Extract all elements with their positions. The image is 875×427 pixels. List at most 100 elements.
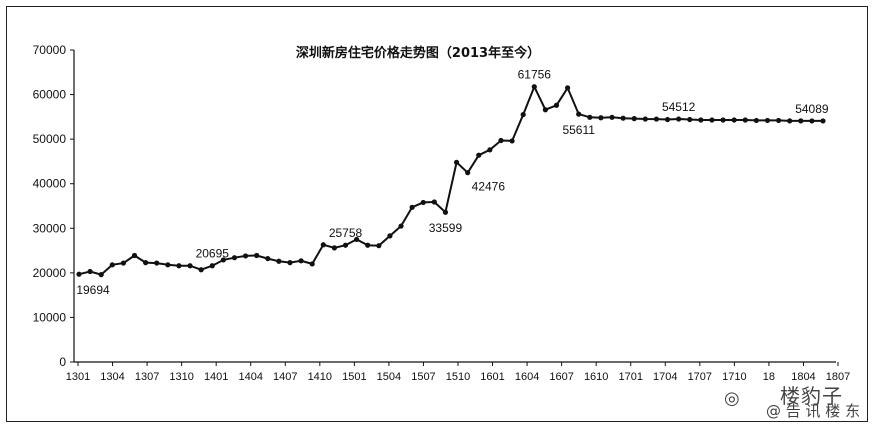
chart-title: 深圳新房住宅价格走势图（2013年至今） xyxy=(296,45,540,61)
y-axis-ticks: 0 10000 20000 30000 40000 50000 60000 70000 xyxy=(33,43,74,369)
data-point xyxy=(465,170,471,176)
data-label: 55611 xyxy=(562,123,595,137)
data-point xyxy=(76,271,82,277)
data-point xyxy=(520,112,526,118)
data-point xyxy=(165,262,171,268)
data-point xyxy=(809,118,815,124)
data-point xyxy=(564,85,571,91)
data-point xyxy=(798,118,804,124)
x-tick-label: 1701 xyxy=(618,371,642,383)
x-tick-label: 1404 xyxy=(238,371,262,383)
x-tick-label: 1501 xyxy=(342,371,366,383)
data-point xyxy=(609,114,615,120)
x-tick-label: 1601 xyxy=(480,371,504,383)
x-tick-label: 1607 xyxy=(549,371,573,383)
data-point xyxy=(342,242,349,248)
data-point xyxy=(120,260,127,266)
y-tick-label: 30000 xyxy=(33,221,67,235)
data-point xyxy=(409,204,415,210)
data-label: 25758 xyxy=(329,226,363,240)
y-tick-label: 40000 xyxy=(33,177,67,191)
x-tick-label: 1407 xyxy=(273,371,297,383)
x-axis-ticks: 1301 1304 1307 1310 1401 1404 1407 1410 1501 1504… xyxy=(66,362,850,383)
y-tick-label: 20000 xyxy=(33,266,67,280)
y-tick-label: 70000 xyxy=(33,43,67,57)
y-tick-label: 10000 xyxy=(33,310,67,324)
data-point xyxy=(764,117,771,124)
data-point xyxy=(542,107,548,113)
data-point xyxy=(87,268,93,275)
data-point xyxy=(775,117,782,124)
data-label: 33599 xyxy=(429,221,463,235)
data-point xyxy=(587,114,593,120)
data-point xyxy=(309,261,315,267)
x-tick-label: 1401 xyxy=(204,371,228,383)
x-tick-label: 1710 xyxy=(722,371,746,383)
data-point xyxy=(154,260,160,266)
x-tick-label: 1304 xyxy=(100,371,124,383)
data-point xyxy=(143,260,149,266)
x-tick-label: 1704 xyxy=(653,371,677,383)
y-tick-label: 60000 xyxy=(33,88,67,102)
data-point xyxy=(720,117,726,123)
data-point xyxy=(298,258,304,264)
data-point xyxy=(698,117,704,123)
x-tick-label: 1507 xyxy=(411,371,435,383)
data-point xyxy=(753,117,759,124)
data-point xyxy=(231,255,238,261)
x-tick-label: 1310 xyxy=(169,371,193,383)
data-point xyxy=(420,199,426,206)
data-point xyxy=(242,253,249,259)
axes xyxy=(73,50,836,363)
data-point xyxy=(265,255,271,262)
x-tick-label: 1307 xyxy=(135,371,159,383)
x-tick-label: 1504 xyxy=(377,371,401,383)
data-point xyxy=(509,138,515,144)
data-label: 20695 xyxy=(196,247,230,261)
watermark-line2: @ 告 讯 楼 东 xyxy=(766,402,861,420)
data-point xyxy=(787,118,793,124)
x-tick-label: 1610 xyxy=(584,371,608,383)
data-point xyxy=(453,159,460,165)
data-point xyxy=(109,262,115,268)
data-point xyxy=(531,84,537,90)
data-point xyxy=(331,245,338,251)
data-point xyxy=(576,111,582,117)
data-point xyxy=(631,116,637,122)
data-point xyxy=(276,258,282,264)
data-label: 61756 xyxy=(518,68,552,82)
data-point xyxy=(487,147,493,153)
watermark-line1: 楼豹子 xyxy=(780,384,843,408)
y-tick-label: 50000 xyxy=(33,132,67,146)
watermark: ◎ 楼豹子 @ 告 讯 楼 东 xyxy=(720,376,870,420)
data-point xyxy=(209,263,215,269)
data-point xyxy=(642,116,648,122)
data-point xyxy=(620,115,626,121)
x-tick-label: 1707 xyxy=(688,371,712,383)
data-point xyxy=(476,152,482,158)
data-point xyxy=(376,243,382,249)
data-point xyxy=(498,137,504,144)
series-line xyxy=(78,84,823,276)
data-point xyxy=(320,242,326,248)
data-point xyxy=(709,117,715,123)
data-label: 19694 xyxy=(76,283,110,297)
data-point xyxy=(653,116,660,122)
data-point xyxy=(442,209,449,215)
data-point xyxy=(98,272,104,278)
data-point xyxy=(176,263,182,269)
data-label: 42476 xyxy=(472,180,506,194)
data-labels: 19694 20695 25758 33599 42476 61756 55611 54512… xyxy=(76,68,829,297)
x-tick-label: 1804 xyxy=(791,371,815,383)
data-point xyxy=(287,260,293,266)
data-point xyxy=(731,117,737,123)
data-point xyxy=(187,263,193,269)
x-tick-label: 1807 xyxy=(826,371,850,383)
data-point xyxy=(354,236,360,243)
data-point xyxy=(254,252,260,259)
data-point xyxy=(664,116,671,123)
data-point xyxy=(598,115,604,121)
data-point xyxy=(687,116,693,123)
x-tick-label: 1510 xyxy=(446,371,470,383)
